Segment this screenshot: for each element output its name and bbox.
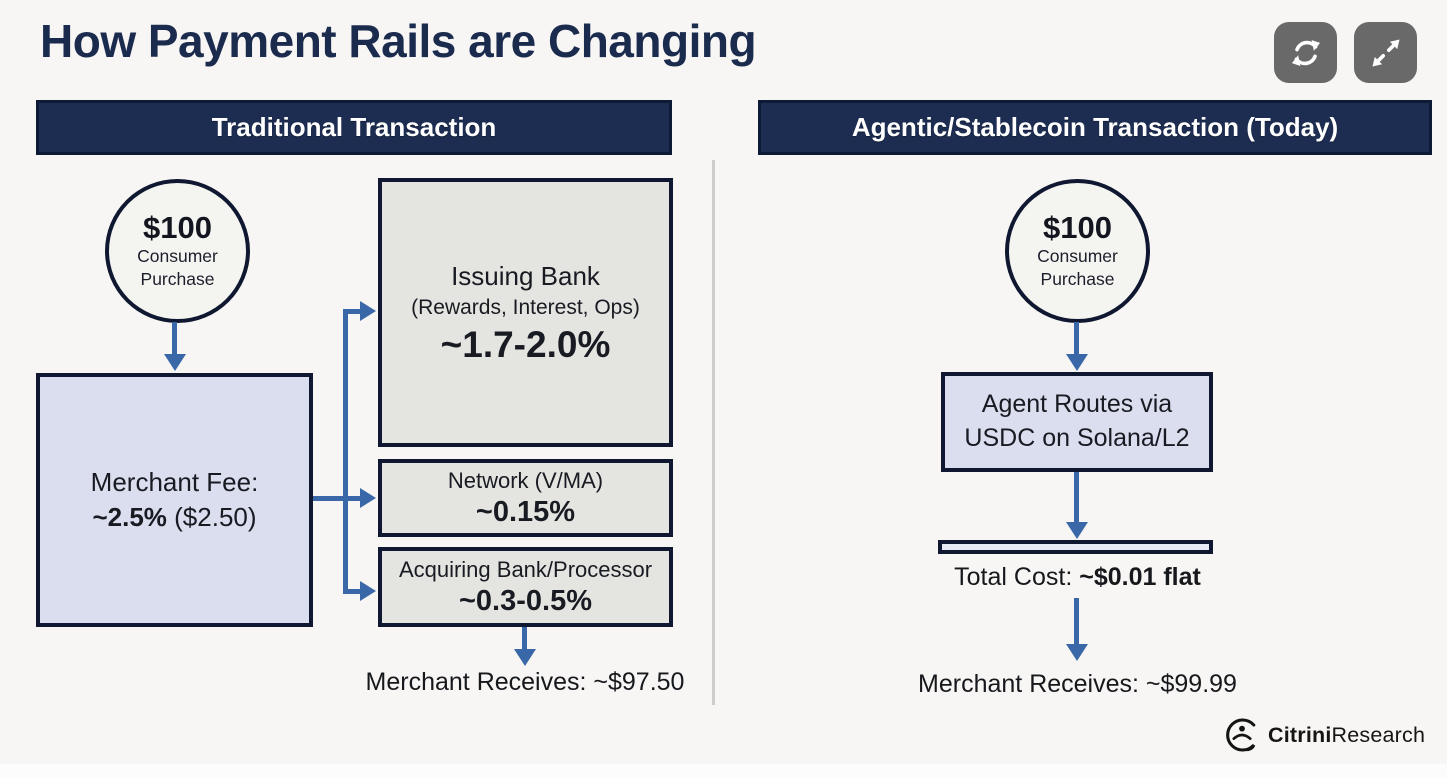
arrow-down-head [164,354,186,371]
total-cost-label: Total Cost: ~$0.01 flat [954,563,1201,591]
arrow-down-stem [172,322,177,356]
consumer-purchase-circle-left: $100 Consumer Purchase [105,179,250,323]
branch-bottom-head [360,581,376,601]
consumer-purchase-circle-right: $100 Consumer Purchase [1005,179,1150,323]
citrini-logo-icon [1226,718,1256,752]
page-title: How Payment Rails are Changing [40,15,757,67]
branch-bottom-stem [343,589,362,594]
issuing-bank-value: ~1.7-2.0% [440,323,611,365]
branch-top-stem [343,309,362,314]
arrow-down-head [1066,522,1088,539]
connector-vertical [343,309,348,594]
arrow-down-head [514,649,536,666]
right-panel-header: Agentic/Stablecoin Transaction (Today) [758,100,1432,155]
purchase-amount: $100 [143,210,212,246]
purchase-amount: $100 [1043,210,1112,246]
issuing-bank-subtitle: (Rewards, Interest, Ops) [411,296,640,320]
arrow-down-stem [1074,472,1079,524]
merchant-fee-value: ~2.5% ($2.50) [92,502,257,532]
branch-mid-head [360,488,376,508]
purchase-label-line2: Purchase [140,269,215,290]
branch-top-head [360,301,376,321]
refresh-button[interactable] [1274,22,1337,83]
merchant-receives-left: Merchant Receives: ~$97.50 [365,668,685,696]
expand-icon [1372,39,1399,66]
issuing-bank-title: Issuing Bank [451,261,600,292]
acquiring-bank-value: ~0.3-0.5% [458,584,592,617]
network-title: Network (V/MA) [447,468,604,494]
issuing-bank-box: Issuing Bank (Rewards, Interest, Ops) ~1… [378,178,673,447]
purchase-label-line1: Consumer [137,246,218,267]
connector-stub [313,496,346,501]
agent-routes-line2: USDC on Solana/L2 [964,424,1190,452]
agent-routes-box: Agent Routes via USDC on Solana/L2 [941,372,1213,472]
expand-button[interactable] [1354,22,1417,83]
left-panel-header: Traditional Transaction [36,100,672,155]
purchase-label-line1: Consumer [1037,246,1118,267]
arrow-down-stem [1074,322,1079,356]
agent-routes-line1: Agent Routes via [981,390,1173,419]
purchase-label-line2: Purchase [1040,269,1115,290]
arrow-down-head [1066,354,1088,371]
merchant-fee-box: Merchant Fee: ~2.5% ($2.50) [36,373,313,627]
acquiring-bank-title: Acquiring Bank/Processor [398,557,653,583]
acquiring-bank-box: Acquiring Bank/Processor ~0.3-0.5% [378,547,673,627]
network-box: Network (V/MA) ~0.15% [378,459,673,537]
network-value: ~0.15% [475,495,576,528]
brand-name: CitriniResearch [1268,722,1426,747]
merchant-receives-right: Merchant Receives: ~$99.99 [918,670,1237,698]
merchant-fee-label: Merchant Fee: [90,466,259,497]
arrow-down-head [1066,644,1088,661]
arrow-down-stem [1074,598,1079,646]
branch-mid-stem [345,496,362,501]
rail-bar [938,540,1213,554]
bottom-margin [0,764,1447,778]
panel-divider [712,160,715,705]
arrow-down-stem [522,627,527,651]
brand-logo: CitriniResearch [1222,712,1425,758]
refresh-icon [1291,39,1320,66]
